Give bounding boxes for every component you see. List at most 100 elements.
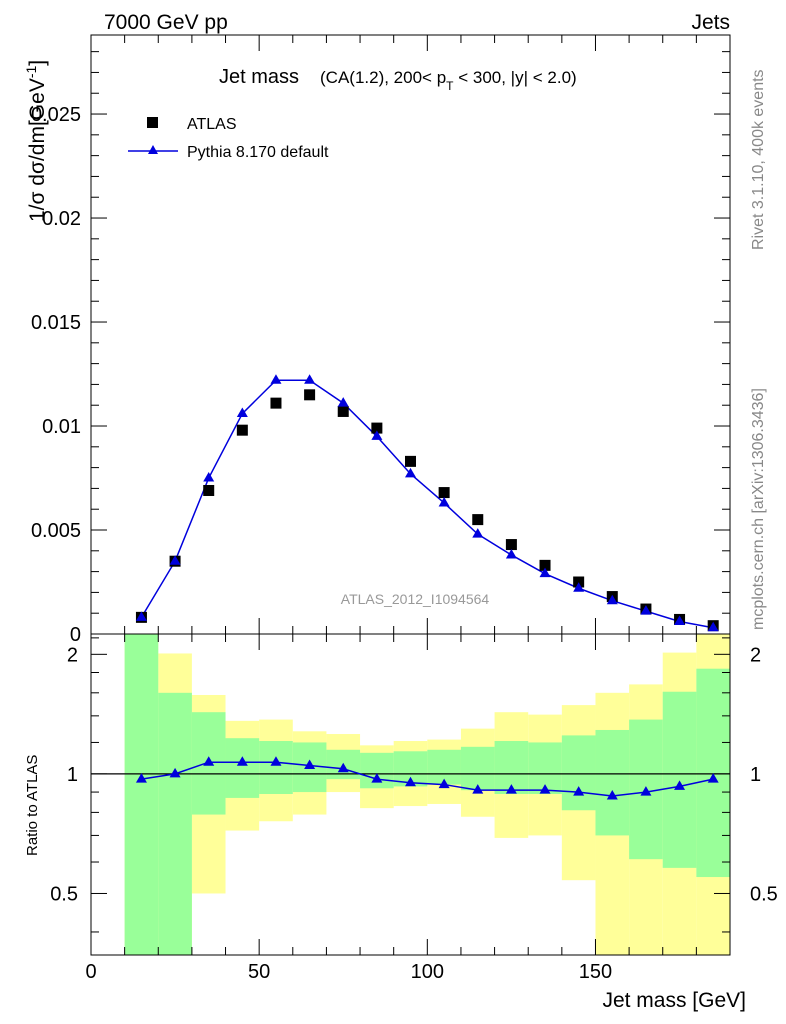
atlas-point [472,514,484,526]
ratio-point [640,786,652,796]
pythia-point [438,496,450,507]
ratio-point [371,773,383,783]
chart-title: Jet mass [219,66,299,88]
ratio-y-tick-label-right: 1 [750,764,761,786]
atlas-point [405,455,416,467]
ratio-point [169,767,181,778]
stat-band-bin [460,746,495,791]
ratio-y-tick-label-right: 2 [750,644,761,666]
pythia-curve [140,379,714,629]
atlas-point [371,422,383,434]
legend-pythia-marker [148,145,158,154]
legend-atlas-marker [147,117,158,128]
ratio-point [203,756,215,766]
pythia-point [674,615,686,626]
main-y-tick-labels: 0 0.005 0.01 0.015 0.02 0.025 [31,104,81,646]
pythia-point [270,374,282,384]
mcplots-label: mcplots.cern.ch [arXiv:1306.3436] [750,388,767,630]
pythia-point [371,430,383,440]
main-y-axis-label: 1/σ dσ/dm[GeV-1] [23,60,49,222]
ratio-y-tick-label: 2 [67,644,78,666]
ratio-point [573,786,585,796]
legend-pythia-label: Pythia 8.170 default [187,144,329,161]
main-y-tick-label: 0.02 [42,208,81,230]
stat-band-bin [225,738,260,798]
ratio-point [304,759,316,769]
atlas-point [539,559,551,571]
ratio-plot-frame [90,633,731,956]
atlas-point [573,576,585,588]
stat-band-bin [158,692,192,955]
pythia-point [505,548,517,559]
main-axis-ticks [90,35,731,635]
pythia-point [472,528,484,538]
pythia-point [707,621,719,632]
pythia-point [169,555,181,565]
stat-band-bin [696,668,730,878]
pythia-point [405,467,416,478]
ratio-line [141,761,714,797]
ratio-point [236,756,248,766]
pythia-point [236,407,248,418]
stat-band-bin [662,691,697,868]
atlas-point [337,405,349,417]
stat-band-bin [124,634,159,955]
category-label: Jets [691,11,730,34]
ratio-y-tick-labels: 0.5 0.5 1 1 2 2 [50,644,778,905]
ratio-y-axis-label: Ratio to ATLAS [24,755,41,856]
ratio-point [472,784,484,794]
pythia-point [304,374,316,384]
stat-band-bin [595,729,630,836]
ratio-pythia-curve [135,756,719,800]
atlas-point [270,397,282,409]
pythia-line [140,379,714,629]
main-panel: 0 0.005 0.01 0.015 0.02 0.025 Jet mass (CA(1.… [23,34,731,646]
pythia-point [135,611,147,621]
atlas-point [505,539,517,551]
pythia-point [337,397,349,407]
legend-atlas-label: ATLAS [187,116,237,133]
ratio-point [606,789,618,800]
atlas-point [236,424,248,436]
pythia-point [203,472,215,482]
x-tick-label: 100 [411,961,444,983]
main-y-tick-label: 0.01 [42,416,81,438]
pythia-point [573,582,585,592]
pythia-point [539,567,551,578]
ratio-uncertainty-bands [124,634,730,955]
main-y-tick-label: 0 [70,624,81,646]
stat-band-bin [259,741,293,794]
ratio-point [539,784,551,794]
main-y-tick-label: 0.015 [31,312,81,334]
rivet-label: Rivet 3.1.10, 400k events [750,69,767,250]
legend: ATLAS Pythia 8.170 default [128,116,329,161]
atlas-point [304,389,316,401]
x-axis-label: Jet mass [GeV] [602,989,746,1012]
analysis-label: ATLAS_2012_I1094564 [341,591,490,607]
ratio-point [135,773,147,783]
ratio-panel: 0.5 0.5 1 1 2 2 0 50 100 150 Ratio to ATLAS Jet … [24,633,778,1012]
main-y-tick-label: 0.005 [31,520,81,542]
x-tick-labels: 0 50 100 150 [85,961,612,983]
ratio-y-tick-label: 1 [67,764,78,786]
chart-subtitle: (CA(1.2), 200< pT < 300, |y| < 2.0) [320,68,577,93]
x-tick-label: 150 [579,961,612,983]
ratio-point [505,784,517,794]
ratio-point [707,773,719,783]
ratio-point [674,780,686,790]
ratio-axis-ticks [90,634,731,955]
atlas-point [438,487,450,499]
x-tick-label: 50 [248,961,270,983]
ratio-point [405,776,416,787]
ratio-point [270,756,282,766]
atlas-point [203,484,215,496]
stat-band-bin [561,735,596,811]
x-tick-label: 0 [85,961,96,983]
pythia-point [640,605,652,615]
ratio-point [337,762,349,773]
pythia-point [606,594,618,605]
ratio-y-tick-label-right: 0.5 [750,883,778,905]
stat-band-bin [360,752,394,789]
ratio-point [438,778,450,789]
